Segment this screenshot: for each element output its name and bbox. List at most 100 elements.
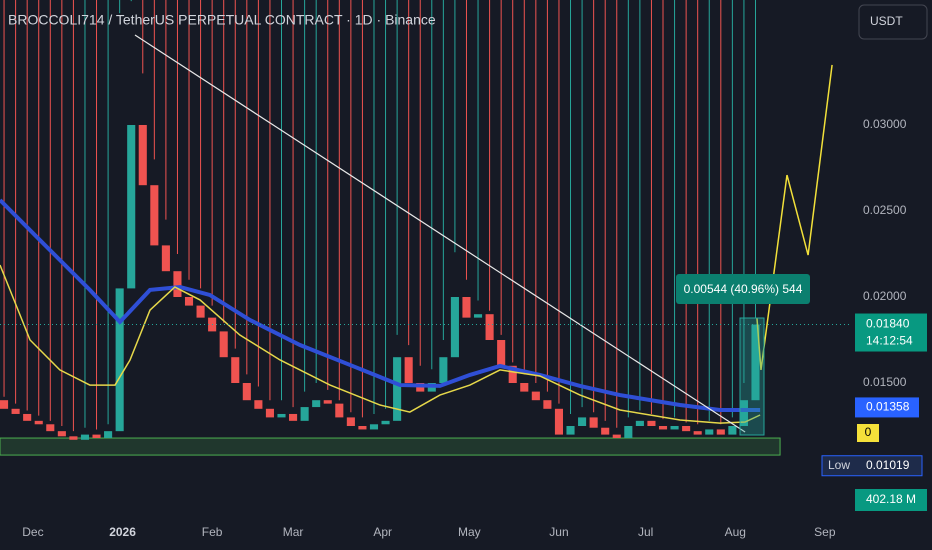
candle-body [601,427,610,435]
x-tick-label: Aug [725,525,746,539]
y-tick-label: 0.02500 [863,203,907,217]
candle-body [312,400,321,408]
candle-body [277,413,286,418]
x-tick-label: 2026 [109,525,136,539]
x-tick-label: Dec [22,525,43,539]
candle-body [300,407,309,421]
candle-body [242,382,251,401]
last-price-label: 0.01840 [866,317,910,331]
ma-price-box [855,397,919,418]
x-tick-label: Feb [202,525,223,539]
ma2-label-box [857,424,879,442]
candle-body [231,357,240,383]
x-tick-label: Jun [549,525,568,539]
support-zone [0,437,781,456]
candle-body [612,434,621,439]
x-tick-label: May [458,525,481,539]
candle-body [531,391,540,401]
candle-body [751,324,760,401]
line-series [756,64,833,371]
currency-button[interactable] [858,4,928,40]
candle-body [323,400,332,404]
x-tick-label: Jul [638,525,653,539]
candle-body [728,426,737,435]
candle-body [716,429,725,435]
candle-body [150,185,159,246]
annotation: 0.00544 (40.96%) 544 [684,282,803,296]
candle-body [173,271,182,297]
candle-body [589,417,598,428]
candle-body [104,431,113,439]
candle-body [184,296,194,306]
candle-body [497,339,506,366]
candle-body [346,417,355,427]
candle-body [450,296,459,358]
volume-label-box [855,489,927,511]
candle-body [57,431,66,437]
candle-body [635,420,644,427]
currency-label[interactable]: USDT [870,14,903,28]
candle-body [693,431,702,435]
ma2-label: 0 [865,425,872,439]
candle-body [682,426,691,432]
candle-body [658,426,668,430]
candle-body [554,408,564,435]
candle-body [80,434,90,440]
candle-body [508,365,517,383]
candle-body [254,400,263,409]
candle-body [439,357,448,383]
candle-body [115,288,124,432]
measure-box [739,317,765,436]
candle-body [92,434,101,439]
chart-title: BROCCOLI714 / TetherUS PERPETUAL CONTRAC… [8,12,436,28]
x-tick-label: Apr [373,525,392,539]
candle-body [127,124,136,289]
annotation-box [676,274,810,304]
candle-body [34,420,43,425]
y-tick-label: 0.03000 [863,117,907,131]
candle-body [335,403,344,418]
x-tick-label: Mar [283,525,304,539]
candle-body [543,400,552,409]
candle-body [705,429,714,435]
candle-body [0,400,9,409]
low-tag: Low [828,458,850,472]
candle-body [381,420,390,425]
low-value: 0.01019 [866,458,910,472]
candle-body [404,357,413,383]
price-axis: 0.01500 0.02000 0.02500 0.03000 Dec 2026 Feb Ma… [22,117,927,539]
candle-body [485,314,494,340]
candle-body [69,436,78,440]
candle-body [219,331,228,358]
y-tick-label: 0.01500 [863,375,907,389]
candle-body [369,424,379,430]
countdown-label: 14:12:54 [866,334,913,348]
candle-body [578,417,587,427]
candle-body [520,382,529,392]
candle-body [265,408,274,418]
candle-body [46,424,55,432]
candle-body [138,124,147,186]
line-series [0,264,761,424]
candle-body [647,420,656,427]
last-price-box [855,313,927,352]
candle-body [358,426,367,430]
candle-body [473,314,483,318]
line-series [134,34,746,433]
candle-body [289,413,298,421]
candle-body [161,245,170,272]
candle-body [670,426,679,430]
volume-label: 402.18 M [866,492,916,506]
plot-area [0,0,850,456]
ma-price-label: 0.01358 [866,400,910,414]
candle-body [393,357,402,421]
candle-body [11,408,20,414]
candle-body [566,426,575,435]
candle-body [624,426,633,439]
candle-body [739,400,748,427]
low-box [821,455,923,477]
y-tick-label: 0.02000 [863,289,907,303]
candle-body [462,296,471,318]
